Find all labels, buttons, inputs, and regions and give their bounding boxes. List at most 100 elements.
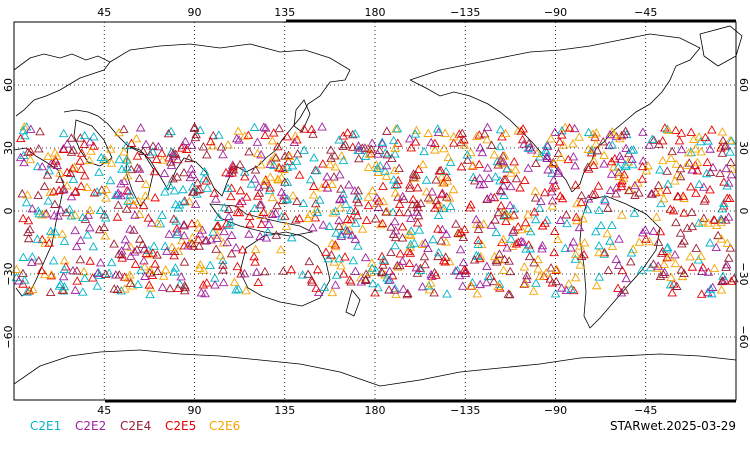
observation-marker-c2e1: [33, 206, 44, 215]
observation-marker-c2e2: [542, 151, 552, 161]
observation-marker-c2e2: [385, 275, 395, 284]
observation-marker-c2e1: [172, 229, 182, 239]
observation-marker-c2e5: [244, 211, 255, 220]
observation-marker-c2e1: [79, 130, 90, 140]
observation-marker-c2e6: [725, 135, 735, 145]
observation-marker-c2e6: [273, 162, 284, 171]
observation-marker-c2e1: [620, 160, 630, 169]
observation-marker-c2e5: [157, 148, 167, 157]
observation-marker-c2e4: [235, 159, 245, 169]
observation-marker-c2e4: [100, 269, 111, 278]
observation-marker-c2e1: [106, 257, 117, 267]
observation-marker-c2e1: [607, 220, 617, 229]
observation-marker-c2e1: [94, 167, 104, 176]
observation-marker-c2e4: [271, 153, 281, 162]
observation-marker-c2e6: [327, 179, 337, 188]
observation-marker-c2e4: [598, 137, 608, 146]
observation-marker-c2e5: [88, 141, 99, 150]
observation-marker-c2e4: [718, 135, 728, 145]
observation-marker-c2e1: [269, 160, 279, 169]
observation-marker-c2e6: [233, 126, 244, 135]
observation-marker-c2e4: [55, 174, 65, 184]
observation-marker-c2e1: [591, 226, 601, 236]
observation-marker-c2e1: [717, 204, 728, 213]
observation-marker-c2e4: [336, 184, 346, 193]
observation-marker-c2e1: [225, 217, 236, 226]
observation-marker-c2e5: [252, 191, 263, 200]
observation-marker-c2e1: [491, 227, 502, 237]
observation-marker-c2e5: [662, 252, 672, 262]
observation-marker-c2e4: [382, 149, 393, 159]
observation-marker-c2e4: [392, 260, 403, 270]
observation-marker-c2e6: [599, 150, 609, 159]
observation-marker-c2e1: [521, 244, 531, 253]
observation-marker-c2e4: [329, 151, 340, 160]
observation-marker-c2e1: [534, 203, 545, 212]
observation-marker-c2e1: [169, 185, 180, 195]
observation-marker-c2e5: [172, 224, 182, 233]
observation-marker-c2e5: [387, 270, 398, 280]
observation-marker-c2e2: [249, 174, 260, 183]
observation-marker-c2e2: [455, 244, 466, 254]
observation-marker-c2e4: [326, 153, 336, 162]
observation-marker-c2e5: [308, 181, 319, 190]
observation-marker-c2e2: [404, 134, 415, 143]
observation-marker-c2e6: [140, 191, 151, 200]
observation-marker-c2e4: [603, 203, 613, 212]
observation-marker-c2e5: [496, 200, 506, 210]
observation-marker-c2e1: [32, 234, 43, 243]
observation-marker-c2e6: [366, 258, 377, 267]
observation-marker-c2e2: [441, 229, 452, 238]
observation-marker-c2e5: [194, 184, 205, 193]
observation-marker-c2e1: [390, 240, 400, 250]
observation-marker-c2e5: [431, 270, 441, 279]
observation-marker-c2e2: [140, 271, 150, 280]
observation-marker-c2e6: [670, 258, 681, 268]
observation-marker-c2e5: [338, 269, 349, 278]
observation-marker-c2e1: [133, 279, 143, 289]
observation-marker-c2e1: [715, 214, 726, 223]
observation-marker-c2e1: [287, 161, 298, 170]
observation-marker-c2e2: [721, 163, 731, 173]
observation-marker-c2e4: [223, 204, 234, 213]
observation-marker-c2e2: [553, 166, 564, 175]
observation-marker-c2e5: [205, 136, 216, 146]
observation-marker-c2e4: [66, 133, 77, 142]
observation-marker-c2e6: [120, 284, 130, 293]
observation-marker-c2e1: [116, 286, 127, 295]
observation-marker-c2e5: [147, 270, 158, 280]
observation-marker-c2e4: [208, 130, 219, 140]
observation-marker-c2e6: [267, 136, 278, 145]
observation-marker-c2e4: [33, 256, 44, 265]
observation-marker-c2e6: [685, 252, 696, 261]
observation-marker-c2e4: [458, 232, 469, 241]
observation-marker-c2e5: [260, 130, 270, 139]
observation-marker-c2e6: [711, 220, 722, 229]
observation-marker-c2e1: [705, 238, 715, 247]
observation-marker-c2e5: [256, 219, 267, 229]
observation-marker-c2e5: [306, 275, 317, 284]
observation-marker-c2e5: [394, 207, 405, 217]
observation-marker-c2e1: [550, 288, 561, 298]
observation-marker-c2e6: [602, 228, 613, 238]
observation-marker-c2e2: [172, 227, 183, 236]
observation-marker-c2e5: [563, 154, 574, 164]
observation-marker-c2e4: [45, 287, 56, 296]
observation-marker-c2e5: [549, 247, 559, 257]
observation-marker-c2e4: [691, 243, 702, 252]
observation-marker-c2e5: [430, 203, 440, 212]
observation-marker-c2e1: [726, 136, 737, 145]
observation-marker-c2e2: [417, 281, 428, 291]
observation-marker-c2e2: [92, 268, 103, 277]
observation-marker-c2e1: [607, 140, 618, 149]
observation-marker-c2e1: [171, 216, 181, 225]
observation-marker-c2e1: [249, 122, 260, 131]
observation-marker-c2e4: [168, 148, 179, 157]
observation-marker-c2e5: [138, 200, 149, 210]
observation-marker-c2e1: [707, 288, 717, 298]
observation-marker-c2e5: [515, 183, 525, 192]
observation-marker-c2e2: [52, 160, 62, 169]
observation-marker-c2e2: [648, 226, 659, 235]
observation-marker-c2e4: [128, 225, 139, 234]
observation-marker-c2e6: [105, 144, 116, 153]
